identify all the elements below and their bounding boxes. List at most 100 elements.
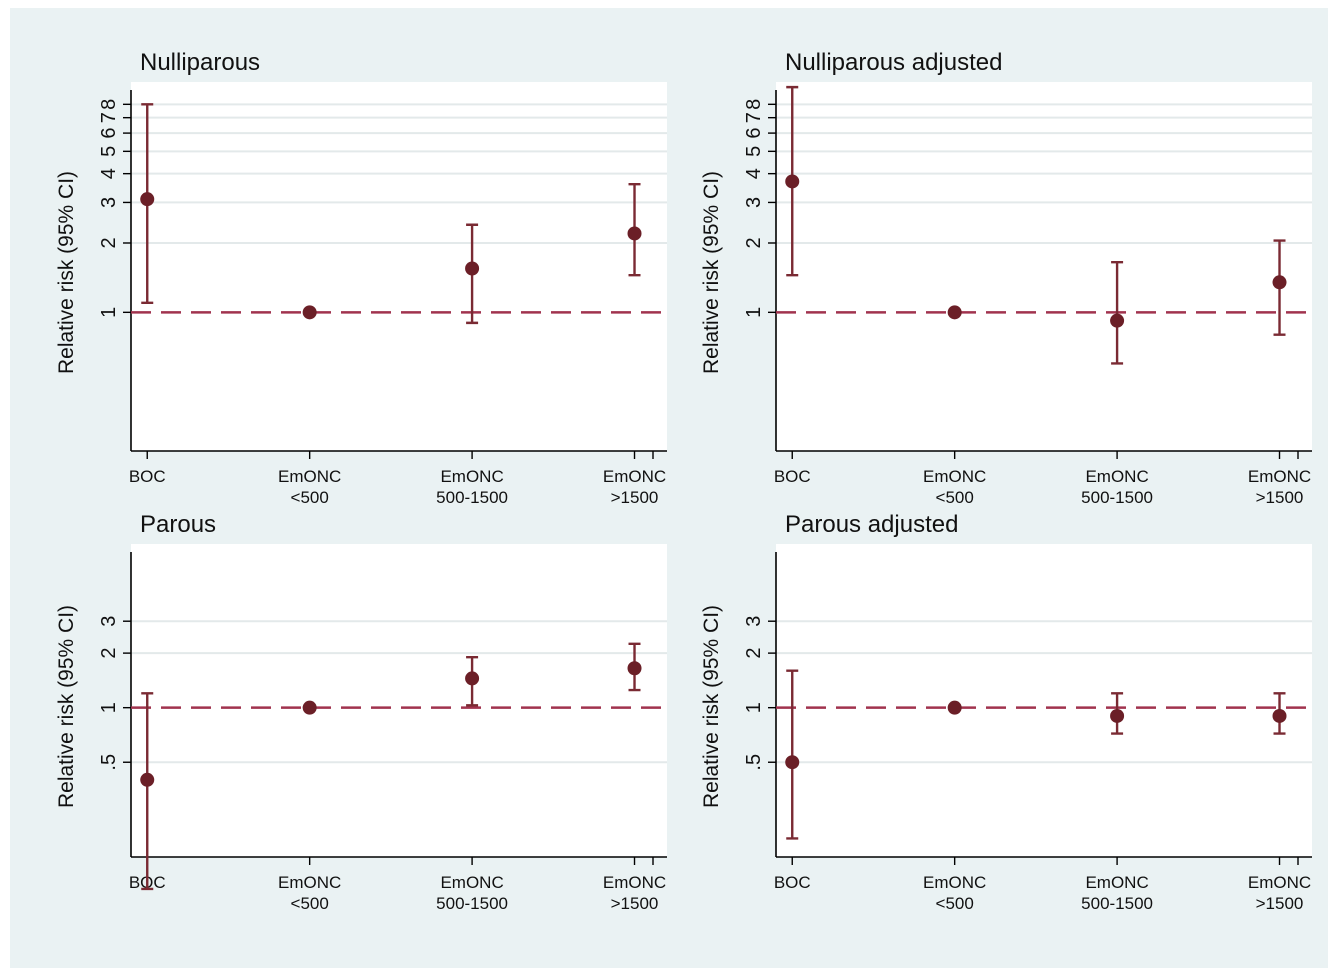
- x-tick-label-line: BOC: [774, 467, 811, 486]
- x-tick-label-line: >1500: [1256, 488, 1304, 507]
- y-axis-label: Relative risk (95% CI): [700, 605, 723, 808]
- y-tick-label: 7: [743, 112, 765, 123]
- plot-area: [776, 82, 1312, 451]
- estimate-point: [785, 174, 800, 189]
- chart-title: Nulliparous: [140, 49, 260, 76]
- y-tick-label: 6: [98, 128, 120, 139]
- y-tick-label: 3: [743, 616, 765, 627]
- y-axis-label: Relative risk (95% CI): [55, 171, 78, 374]
- x-tick-label-line: EmONC: [923, 873, 986, 892]
- estimate-point: [1272, 275, 1287, 290]
- estimate-point: [302, 700, 317, 715]
- y-tick-label: 3: [98, 616, 120, 627]
- x-tick-label: EmONC <500: [923, 873, 986, 913]
- x-tick-label-line: >1500: [611, 488, 659, 507]
- plot-area: [776, 544, 1312, 857]
- x-tick-label-line: <500: [291, 488, 329, 507]
- x-tick-label: EmONC <500: [923, 467, 986, 507]
- x-tick-label-line: EmONC: [1085, 467, 1148, 486]
- estimate-point: [627, 661, 642, 676]
- x-tick-label: EmONC 500-1500: [1081, 873, 1153, 913]
- x-tick-label-line: EmONC: [440, 467, 503, 486]
- x-tick-label: BOC: [774, 467, 811, 486]
- x-tick-label: EmONC 500-1500: [1081, 467, 1153, 507]
- estimate-point: [627, 226, 642, 241]
- y-tick-label: 8: [743, 99, 765, 110]
- y-axis-label: Relative risk (95% CI): [55, 605, 78, 808]
- ci-bar: [141, 692, 154, 891]
- y-tick-label: 2: [743, 237, 765, 248]
- estimate-point: [947, 305, 962, 320]
- y-tick-label: 1: [98, 702, 120, 713]
- chart-panel-1: Nulliparous Relative risk (95% CI) 1 2 3 4 5 6 7…: [55, 49, 667, 507]
- y-tick-label: 2: [98, 237, 120, 248]
- y-tick-label: 6: [743, 128, 765, 139]
- y-tick-label: 2: [743, 648, 765, 659]
- y-axis-label: Relative risk (95% CI): [700, 171, 723, 374]
- estimate-point: [1110, 313, 1125, 328]
- y-tick-label: 2: [98, 648, 120, 659]
- x-tick-label: EmONC >1500: [603, 873, 666, 913]
- x-tick-label: EmONC <500: [278, 873, 341, 913]
- panels: Nulliparous Relative risk (95% CI) 1 2 3 4 5 6 7…: [55, 49, 1312, 913]
- x-tick-label: EmONC 500-1500: [436, 873, 508, 913]
- x-tick-label-line: <500: [936, 488, 974, 507]
- estimate-point: [1272, 708, 1287, 723]
- x-tick-label: BOC: [129, 467, 166, 486]
- chart-title: Nulliparous adjusted: [785, 49, 1002, 76]
- y-tick-label: 7: [98, 112, 120, 123]
- x-tick-label: EmONC 500-1500: [436, 467, 508, 507]
- y-tick-label: 4: [98, 168, 120, 179]
- y-tick-label: 1: [743, 702, 765, 713]
- x-tick-label: EmONC >1500: [603, 467, 666, 507]
- x-tick-label-line: EmONC: [278, 873, 341, 892]
- chart-panel-2: Nulliparous adjusted Relative risk (95% C…: [700, 49, 1312, 507]
- x-tick-label-line: EmONC: [440, 873, 503, 892]
- y-tick-label: .5: [98, 754, 120, 771]
- y-tick-label: 8: [98, 99, 120, 110]
- x-tick-label-line: <500: [291, 894, 329, 913]
- estimate-point: [465, 261, 480, 276]
- x-tick-label-line: 500-1500: [436, 488, 508, 507]
- estimate-point: [465, 671, 480, 686]
- y-tick-label: 5: [743, 146, 765, 157]
- estimate-point: [785, 755, 800, 770]
- x-tick-label-line: EmONC: [1085, 873, 1148, 892]
- x-tick-label: BOC: [774, 873, 811, 892]
- estimate-point: [1110, 708, 1125, 723]
- ci-bar: [1111, 261, 1124, 365]
- estimate-point: [947, 700, 962, 715]
- y-tick-label: 1: [743, 307, 765, 318]
- x-tick-label-line: EmONC: [278, 467, 341, 486]
- chart-title: Parous adjusted: [785, 511, 958, 538]
- y-tick-label: 3: [743, 197, 765, 208]
- x-tick-label-line: 500-1500: [1081, 488, 1153, 507]
- ci-bar: [786, 669, 799, 840]
- x-tick-label-line: EmONC: [1248, 467, 1311, 486]
- x-tick-label-line: >1500: [1256, 894, 1304, 913]
- x-tick-label: EmONC >1500: [1248, 873, 1311, 913]
- plot-area: [131, 82, 667, 451]
- x-tick-label-line: 500-1500: [436, 894, 508, 913]
- estimate-point: [140, 772, 155, 787]
- y-tick-label: 1: [98, 307, 120, 318]
- x-tick-label-line: EmONC: [603, 873, 666, 892]
- chart-panel-4: Parous adjusted Relative risk (95% CI) .5 1…: [700, 511, 1312, 913]
- estimate-point: [140, 192, 155, 207]
- y-tick-label: 4: [743, 168, 765, 179]
- y-tick-label: 5: [98, 146, 120, 157]
- x-tick-label-line: EmONC: [603, 467, 666, 486]
- estimate-point: [302, 305, 317, 320]
- x-tick-label-line: BOC: [774, 873, 811, 892]
- x-tick-label-line: <500: [936, 894, 974, 913]
- x-tick-label-line: BOC: [129, 467, 166, 486]
- x-tick-label-line: >1500: [611, 894, 659, 913]
- x-tick-label-line: 500-1500: [1081, 894, 1153, 913]
- x-tick-label-line: EmONC: [1248, 873, 1311, 892]
- x-tick-label: EmONC <500: [278, 467, 341, 507]
- x-tick-label: EmONC >1500: [1248, 467, 1311, 507]
- plot-area: [131, 544, 667, 857]
- chart-title: Parous: [140, 511, 216, 538]
